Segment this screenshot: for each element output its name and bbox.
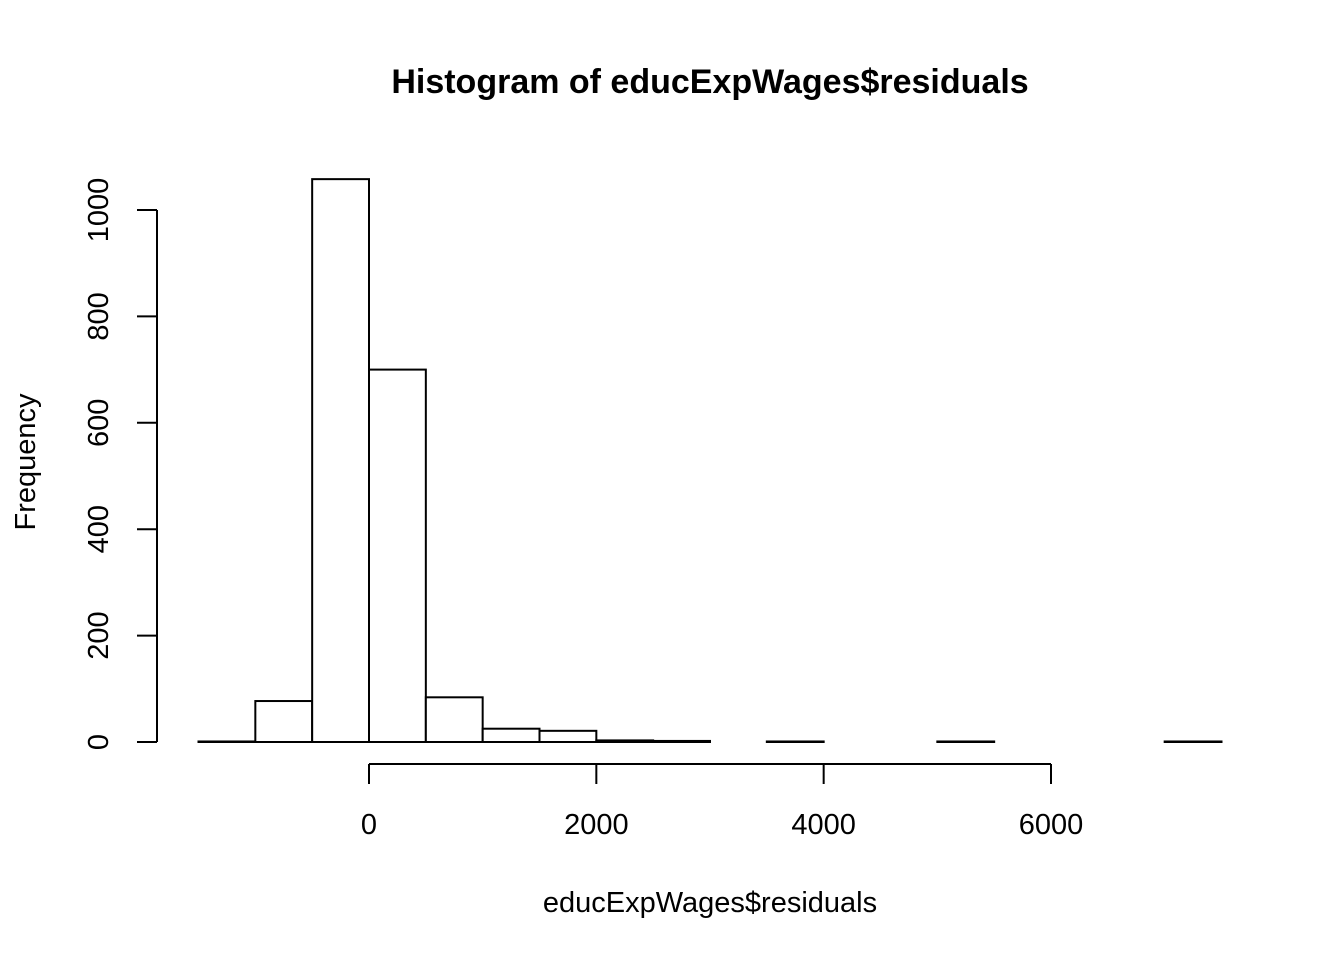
histogram-bar [652,739,712,743]
histogram-bar [1163,740,1223,744]
histogram-bar [595,739,655,743]
y-tick-label: 0 [83,734,115,750]
x-tick-label: 6000 [1019,809,1084,841]
histogram-bar [538,729,598,744]
histogram-bar [311,178,370,744]
y-tick-label: 800 [83,292,115,340]
histogram-bars [197,178,1223,744]
histogram-bar [481,727,541,744]
chart-title: Histogram of educExpWages$residuals [391,63,1028,101]
y-axis: 0 200 400 600 800 1000 [83,178,158,750]
histogram-bar [765,740,825,744]
y-tick-label: 600 [83,399,115,447]
x-tick-label: 2000 [564,809,629,841]
histogram-bar [254,700,314,744]
y-axis-label: Frequency [10,393,42,531]
x-axis: 0 2000 4000 6000 [361,763,1084,841]
x-axis-label: educExpWages$residuals [543,887,877,919]
histogram-bar [424,696,484,744]
histogram-bar [368,368,427,743]
x-tick-label: 0 [361,809,377,841]
y-tick-label: 400 [83,505,115,553]
x-tick-label: 4000 [791,809,856,841]
y-tick-label: 200 [83,611,115,659]
histogram-bar [936,740,996,744]
histogram-bar [197,740,257,744]
y-tick-label: 1000 [83,178,115,243]
